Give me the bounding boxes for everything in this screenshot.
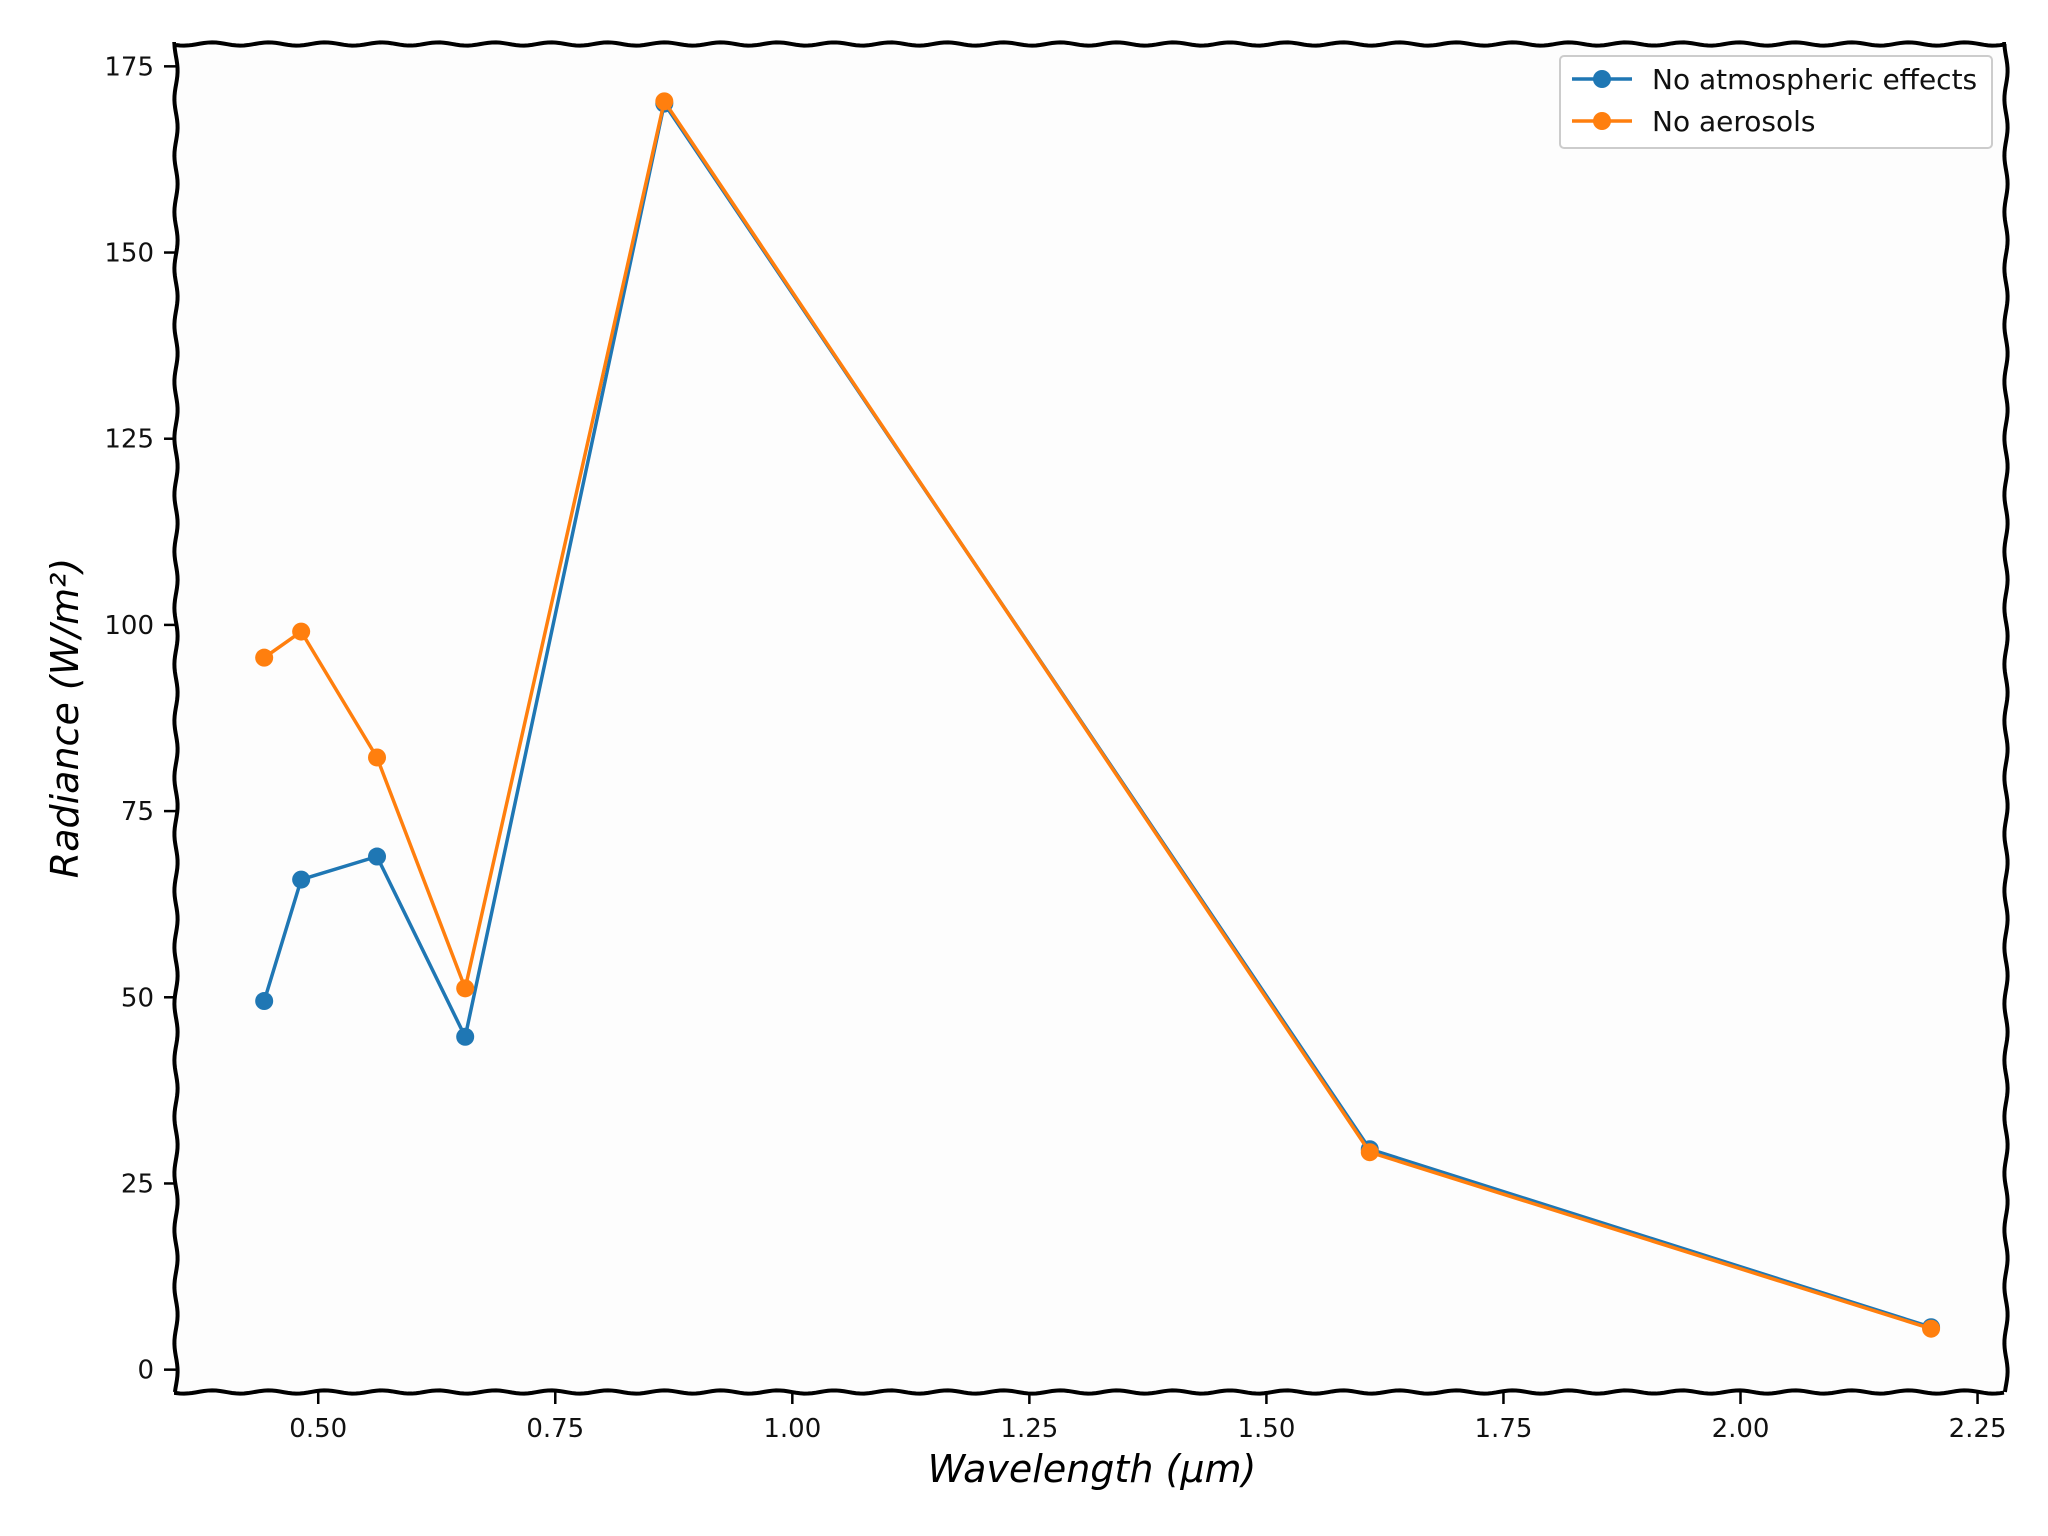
plot-frame-left: [172, 42, 180, 1393]
y-tick-label: 75: [121, 797, 154, 827]
x-tick-label: 0.75: [526, 1414, 584, 1444]
legend-label: No aerosols: [1652, 105, 1815, 138]
y-tick-label: 50: [121, 983, 154, 1013]
data-point: [1922, 1319, 1941, 1338]
x-tick-label: 1.25: [1000, 1414, 1058, 1444]
y-tick-label: 150: [104, 239, 154, 269]
plot-frame-right: [2002, 42, 2010, 1393]
legend-marker: [1593, 112, 1611, 130]
data-point: [255, 992, 274, 1011]
x-tick-label: 2.00: [1712, 1414, 1770, 1444]
data-point: [1360, 1143, 1379, 1162]
y-axis-label: Radiance (W/m²): [43, 558, 87, 878]
x-tick-label: 1.00: [763, 1414, 821, 1444]
plot-background: [176, 44, 2006, 1392]
plot-frame-top: [174, 40, 2005, 48]
x-tick-label: 2.25: [1949, 1414, 2007, 1444]
x-axis-ticks: 0.50 0.75 1.00 1.25 1.50 1.75 2.00 2.25: [289, 1392, 2006, 1444]
data-point: [292, 870, 311, 889]
legend-label: No atmospheric effects: [1652, 63, 1977, 96]
plot-frame-bottom: [174, 1388, 2005, 1396]
x-axis-label: Wavelength (μm): [928, 1447, 1257, 1491]
data-point: [655, 92, 674, 111]
y-tick-label: 0: [137, 1356, 154, 1386]
y-tick-label: 125: [104, 425, 154, 455]
legend: No atmospheric effects No aerosols: [1559, 55, 1993, 149]
y-tick-label: 25: [121, 1169, 154, 1199]
y-tick-label: 100: [104, 611, 154, 641]
data-point: [456, 1027, 475, 1046]
data-point: [456, 979, 475, 998]
data-point: [255, 648, 274, 667]
data-point: [368, 847, 387, 866]
x-tick-label: 1.50: [1237, 1414, 1295, 1444]
legend-box: [1559, 55, 1993, 149]
data-point: [292, 622, 311, 641]
legend-marker: [1593, 70, 1611, 88]
y-axis-ticks: 0 25 50 75 100 125 150 175: [104, 52, 176, 1386]
data-point: [368, 748, 387, 767]
y-tick-label: 175: [104, 52, 154, 82]
x-tick-label: 0.50: [289, 1414, 347, 1444]
x-tick-label: 1.75: [1475, 1414, 1533, 1444]
series-layer: [255, 92, 1941, 1338]
